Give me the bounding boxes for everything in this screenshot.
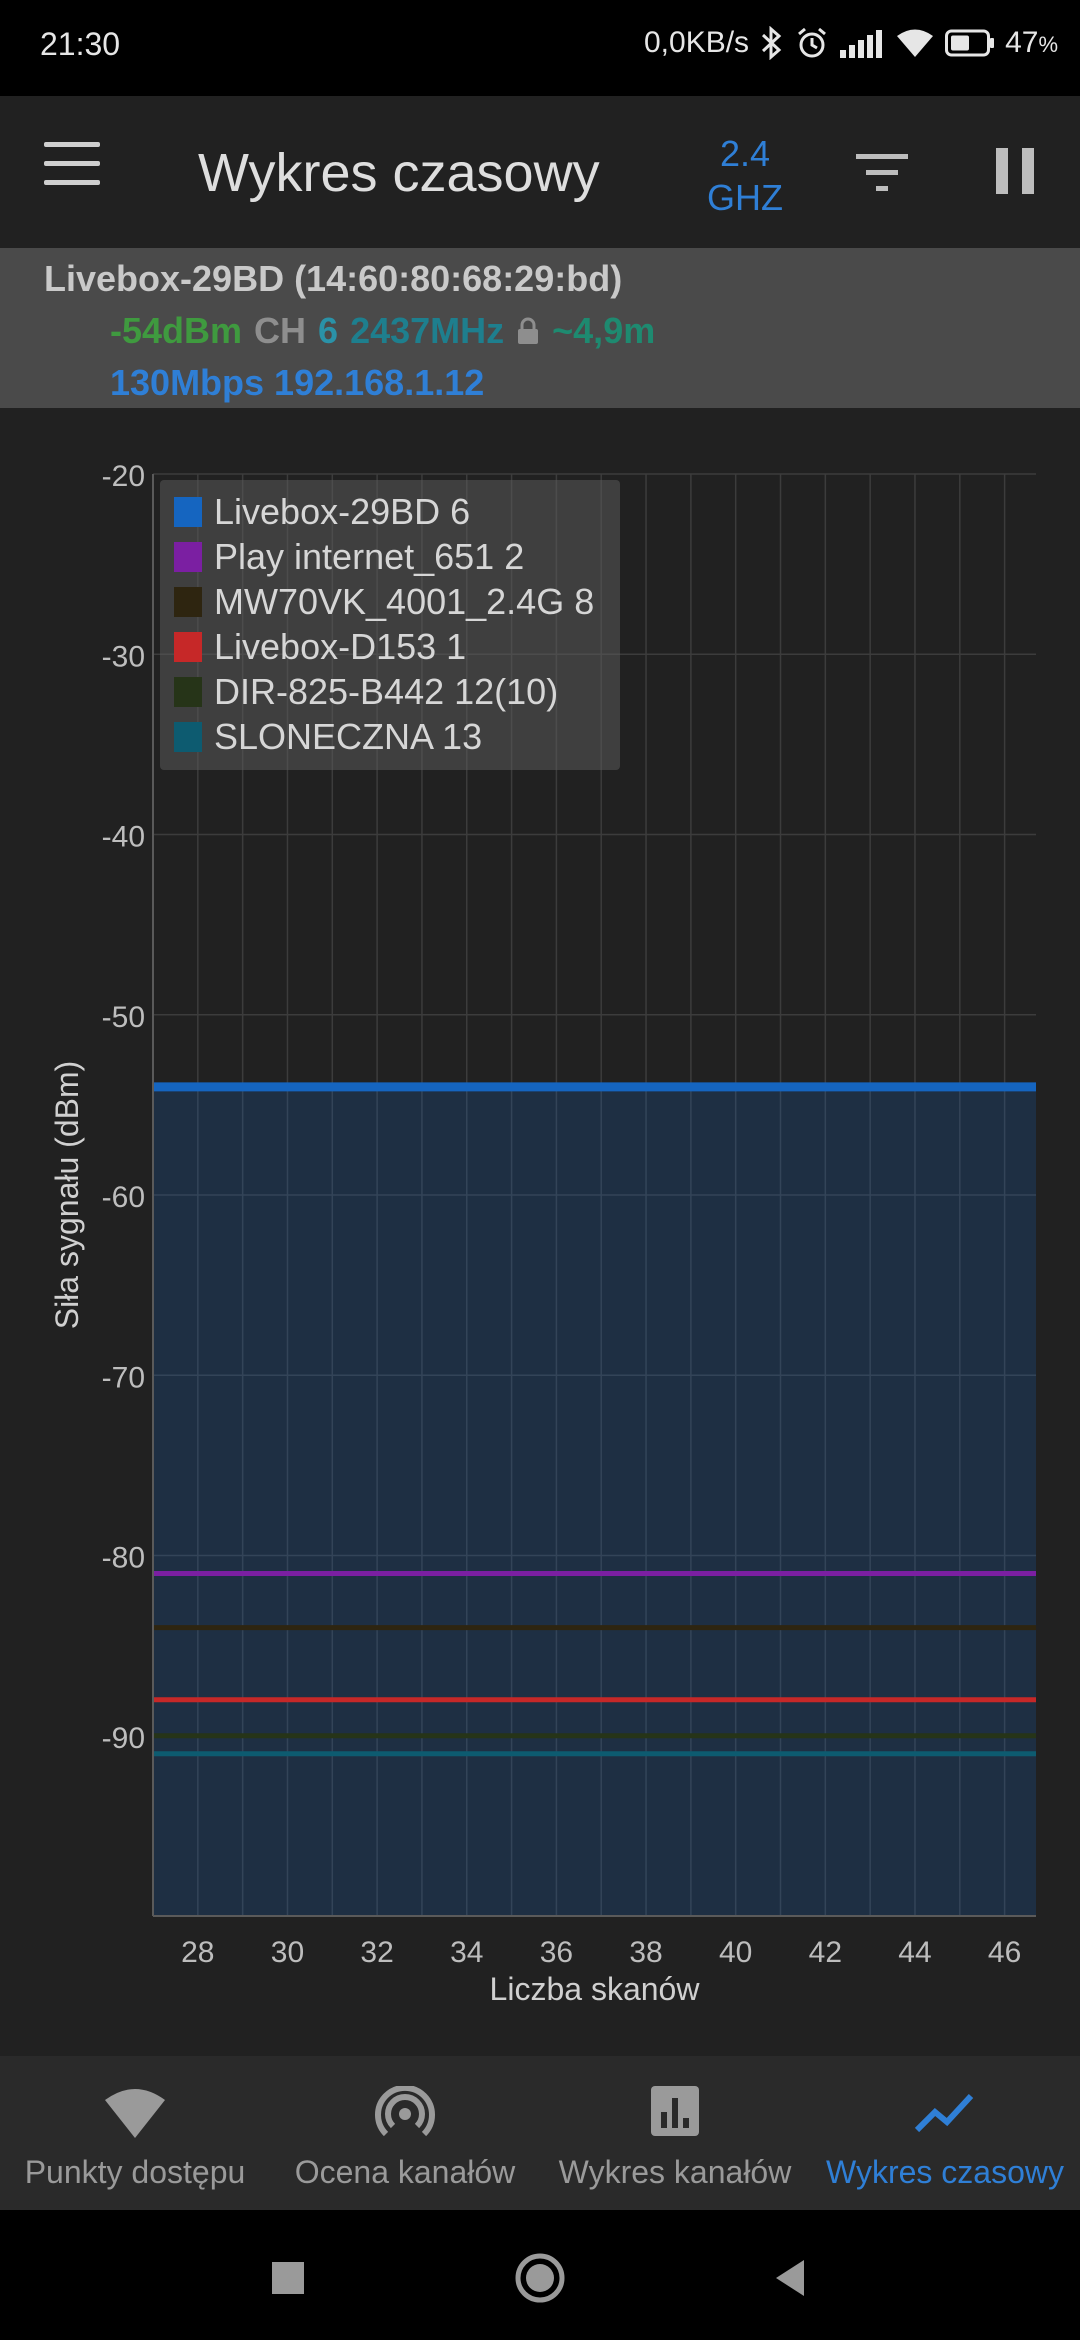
legend-swatch [174, 677, 202, 707]
legend-item: DIR-825-B442 12(10) [174, 671, 559, 712]
series-area-0 [153, 1086, 1036, 1916]
recents-square-icon [272, 2262, 304, 2294]
y-tick-label: -20 [102, 460, 145, 493]
x-tick-label: 32 [360, 1936, 393, 1969]
legend-swatch [174, 587, 202, 617]
nav-channel-graph[interactable]: Wykres kanałów [540, 2056, 810, 2210]
legend-item: SLONECZNA 13 [174, 716, 483, 757]
bluetooth-icon [759, 26, 785, 60]
legend-item: Livebox-29BD 6 [174, 491, 471, 532]
legend-label: SLONECZNA 13 [214, 716, 483, 757]
y-tick-label: -40 [102, 821, 145, 854]
cell-signal-icon [839, 28, 885, 58]
system-navigation [0, 2210, 1080, 2340]
status-icons: 0,0KB/s 47% [644, 26, 1058, 60]
nav-label: Wykres kanałów [558, 2154, 792, 2190]
y-tick-label: -90 [102, 1722, 145, 1755]
home-circle-icon [515, 2253, 565, 2303]
nav-label: Wykres czasowy [826, 2154, 1064, 2190]
band-toggle-button[interactable]: 2.4 GHZ [700, 132, 790, 220]
signal-strength: -54dBm [110, 310, 243, 351]
legend-swatch [174, 632, 202, 662]
x-tick-label: 34 [450, 1936, 483, 1969]
lock-icon [518, 317, 539, 344]
x-tick-label: 28 [181, 1936, 214, 1969]
link-rate-ip: 130Mbps 192.168.1.12 [110, 362, 485, 403]
status-time: 21:30 [40, 26, 121, 62]
time-graph-icon [914, 2093, 974, 2133]
wifi-access-points-icon [105, 2089, 165, 2138]
app-bar: Wykres czasowy 2.4 GHZ [0, 96, 1080, 248]
channel-label: CH [254, 310, 307, 351]
legend-item: MW70VK_4001_2.4G 8 [174, 581, 595, 622]
y-tick-label: -30 [102, 640, 145, 673]
page-title: Wykres czasowy [198, 143, 600, 203]
alarm-icon [795, 26, 829, 60]
back-button[interactable] [764, 2250, 820, 2306]
y-tick-label: -80 [102, 1542, 145, 1575]
bottom-navigation: Punkty dostępu Ocena kanałów Wykres kana… [0, 2056, 1080, 2210]
nav-channel-rating[interactable]: Ocena kanałów [270, 2056, 540, 2210]
net-speed: 0,0KB/s [644, 26, 750, 59]
distance: ~4,9m [552, 310, 656, 351]
band-unit: GHZ [707, 177, 783, 218]
legend-label: Livebox-29BD 6 [214, 491, 471, 532]
connection-header[interactable]: Livebox-29BD (14:60:80:68:29:bd) -54dBm … [0, 248, 1080, 408]
nav-label: Punkty dostępu [24, 2154, 246, 2190]
menu-button[interactable] [40, 142, 104, 202]
chart-plot: -20 -30 -40 -50 -60 -70 -80 -90 28 30 32 34 36 38 40 42… [49, 460, 1036, 2007]
filter-icon [856, 154, 908, 191]
back-triangle-icon [776, 2260, 804, 2296]
x-tick-label: 36 [540, 1936, 573, 1969]
chart-legend: Livebox-29BD 6 Play internet_651 2 MW70VK_… [160, 480, 620, 770]
x-tick-label: 46 [988, 1936, 1021, 1969]
legend-swatch [174, 497, 202, 527]
x-tick-label: 40 [719, 1936, 752, 1969]
home-button[interactable] [512, 2250, 568, 2306]
x-tick-label: 44 [898, 1936, 931, 1969]
y-tick-label: -60 [102, 1181, 145, 1214]
nav-access-points[interactable]: Punkty dostępu [0, 2056, 270, 2210]
legend-item: Play internet_651 2 [174, 536, 525, 577]
wifi-icon [895, 27, 935, 59]
connected-ssid: Livebox-29BD (14:60:80:68:29:bd) [44, 258, 623, 299]
band-value: 2.4 [719, 133, 771, 174]
x-tick-label: 38 [629, 1936, 662, 1969]
y-tick-label: -50 [102, 1001, 145, 1034]
pause-button[interactable] [996, 148, 1034, 194]
x-tick-label: 30 [271, 1936, 304, 1969]
x-tick-label: 42 [809, 1936, 842, 1969]
channel-rating-icon [375, 2086, 435, 2137]
nav-label: Ocena kanałów [294, 2154, 516, 2190]
recents-button[interactable] [260, 2250, 316, 2306]
legend-swatch [174, 542, 202, 572]
y-tick-label: -70 [102, 1361, 145, 1394]
connection-details: -54dBm CH 6 2437MHz ~4,9m [110, 310, 655, 352]
battery-icon [945, 29, 995, 57]
battery-level: 47% [1005, 26, 1058, 59]
legend-swatch [174, 722, 202, 752]
nav-time-graph[interactable]: Wykres czasowy [810, 2056, 1080, 2210]
time-chart: -20 -30 -40 -50 -60 -70 -80 -90 28 30 32 34 36 38 40 42… [0, 408, 1080, 2056]
legend-label: MW70VK_4001_2.4G 8 [214, 581, 595, 622]
filter-button[interactable] [854, 148, 910, 198]
legend-item: Livebox-D153 1 [174, 626, 467, 667]
legend-label: Play internet_651 2 [214, 536, 525, 577]
legend-label: DIR-825-B442 12(10) [214, 671, 559, 712]
legend-label: Livebox-D153 1 [214, 626, 467, 667]
x-axis-title: Liczba skanów [490, 1971, 701, 2007]
channel-value: 6 [318, 310, 339, 351]
status-bar: 21:30 0,0KB/s 47% [0, 0, 1080, 96]
frequency: 2437MHz [350, 310, 505, 351]
channel-graph-icon [651, 2086, 699, 2136]
y-axis-title: Siła sygnału (dBm) [49, 1061, 85, 1330]
